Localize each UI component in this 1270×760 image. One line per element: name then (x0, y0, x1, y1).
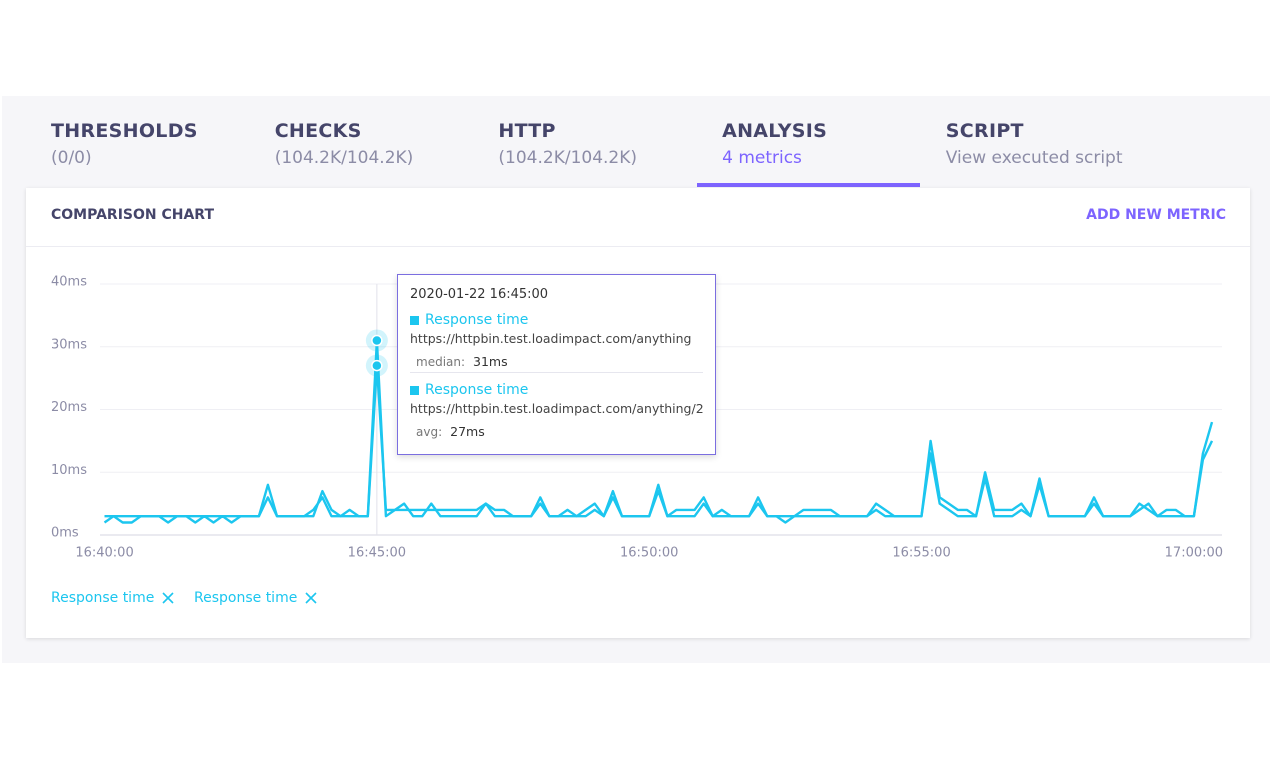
tooltip-series: Response time (410, 382, 528, 398)
tab-subtitle: (104.2K/104.2K) (274, 148, 414, 168)
series-line (104, 364, 1214, 524)
tab[interactable]: ANALYSIS 4 metrics (722, 120, 944, 168)
remove-icon[interactable] (162, 592, 174, 604)
hover-dot (371, 359, 383, 372)
tab[interactable]: SCRIPT View executed script (946, 120, 1168, 168)
hover-dot (371, 334, 383, 347)
legend-label: Response time (51, 590, 155, 606)
tab-subtitle: View executed script (945, 148, 1123, 168)
remove-icon[interactable] (305, 592, 317, 604)
tooltip-stat-value: 31ms (473, 354, 508, 369)
tooltip-stat-label: avg: (416, 424, 443, 439)
tab-title: HTTP (498, 120, 556, 142)
tab-subtitle: (0/0) (51, 148, 92, 168)
tooltip-url: https://httpbin.test.loadimpact.com/anyt… (410, 331, 692, 346)
y-tick-label: 20ms (51, 400, 87, 415)
tab-subtitle: 4 metrics (722, 148, 802, 168)
divider (26, 246, 1250, 247)
tooltip: 2020-01-22 16:45:00 Response time https://… (397, 274, 716, 455)
tooltip-series-name: Response time (425, 312, 529, 328)
x-tick-label: 16:45:00 (348, 546, 406, 561)
tab-title: SCRIPT (945, 120, 1024, 142)
tooltip-series-name: Response time (425, 382, 529, 398)
x-tick-label: 16:40:00 (75, 546, 133, 561)
x-tick-label: 16:50:00 (620, 546, 678, 561)
tooltip-divider (410, 372, 703, 373)
tab-subtitle: (104.2K/104.2K) (498, 148, 638, 168)
tab[interactable]: THRESHOLDS (0/0) (51, 120, 273, 168)
tooltip-stat-value: 27ms (450, 424, 485, 439)
tooltip-date: 2020-01-22 16:45:00 (410, 287, 549, 302)
x-tick-label: 17:00:00 (1165, 546, 1223, 561)
y-tick-label: 30ms (51, 337, 87, 352)
y-tick-label: 0ms (51, 526, 79, 541)
tab[interactable]: CHECKS (104.2K/104.2K) (275, 120, 497, 168)
tooltip-stat-label: median: (416, 354, 466, 369)
tab-title: CHECKS (274, 120, 362, 142)
active-tab-underline (697, 183, 920, 187)
card-title: COMPARISON CHART (51, 207, 215, 223)
add-metric-button[interactable]: ADD NEW METRIC (1086, 207, 1226, 223)
tooltip-url: https://httpbin.test.loadimpact.com/anyt… (410, 401, 704, 416)
tooltip-series: Response time (410, 312, 528, 328)
remove-icon-path (305, 592, 317, 604)
tab-title: THRESHOLDS (51, 120, 198, 142)
tooltip-stat: median: 31ms (410, 354, 508, 369)
swatch (410, 315, 419, 325)
tooltip-stat: avg: 27ms (410, 424, 485, 439)
tab[interactable]: HTTP (104.2K/104.2K) (498, 120, 720, 168)
remove-icon-path (162, 592, 174, 604)
legend-item[interactable]: Response time (51, 590, 174, 606)
swatch (410, 385, 419, 395)
tab-title: ANALYSIS (722, 120, 828, 142)
x-tick-label: 16:55:00 (892, 546, 950, 561)
y-tick-label: 10ms (51, 463, 87, 478)
y-tick-label: 40ms (51, 275, 87, 290)
legend-label: Response time (194, 590, 298, 606)
legend-item[interactable]: Response time (194, 590, 317, 606)
